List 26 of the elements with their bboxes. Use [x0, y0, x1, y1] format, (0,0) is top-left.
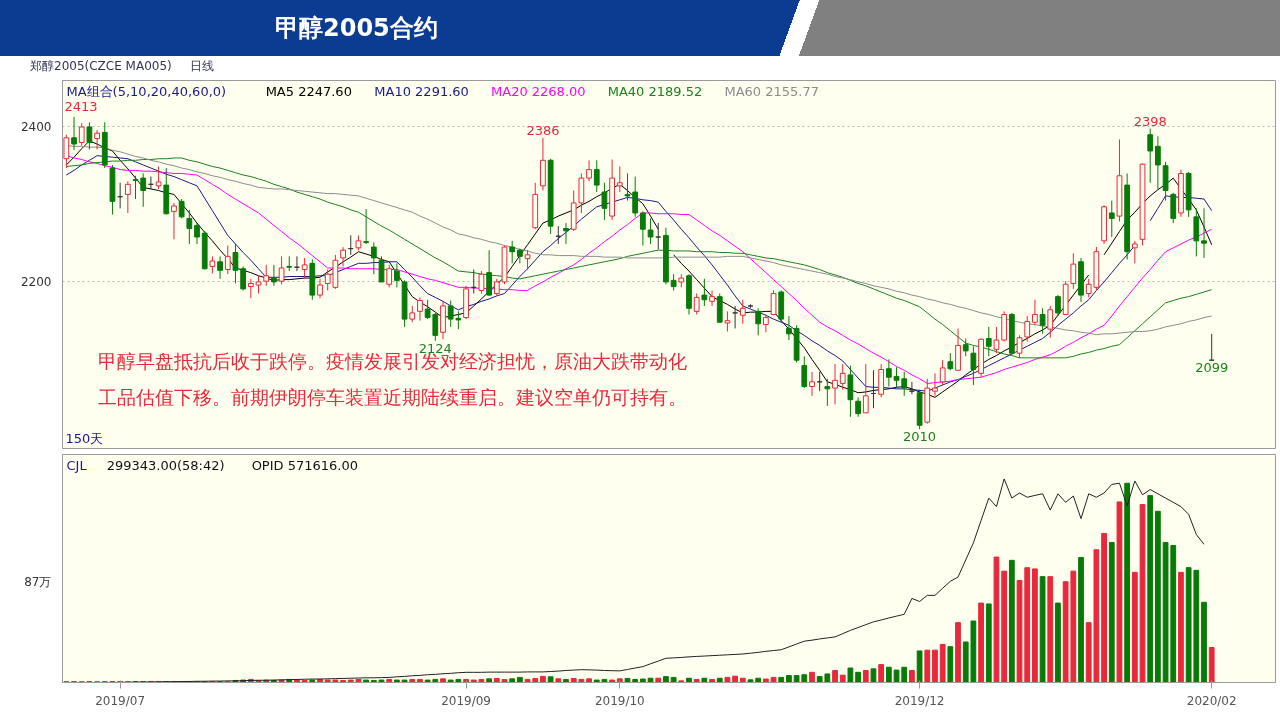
y-tick-label: 2400	[20, 120, 52, 135]
y-tick-label: 2200	[20, 275, 52, 290]
legend-title: MA组合(5,10,20,40,60,0)	[66, 83, 227, 99]
chart-subtitle: 郑醇2005(CZCE MA005)	[30, 59, 172, 73]
annotation: 2398	[1133, 113, 1167, 129]
annotation: 150天	[65, 430, 104, 446]
x-tick-label: 2019/09	[441, 693, 491, 708]
annotation: 2010	[903, 429, 937, 445]
x-tick-label: 2019/07	[95, 693, 146, 708]
chart-title: 甲醇2005合约	[0, 0, 1280, 56]
text: 日线	[189, 59, 214, 73]
text: MA20 2268.00	[491, 83, 586, 99]
text: 299343.00(58:42)	[106, 457, 225, 473]
text: MA60 2155.77	[724, 83, 820, 99]
x-tick-label: 2020/02	[1186, 693, 1237, 708]
text: MA40 2189.52	[607, 83, 703, 99]
annotation: 2099	[1195, 360, 1229, 376]
x-tick-label: 2019/10	[594, 693, 645, 708]
x-tick-label: 2019/12	[894, 693, 945, 708]
annotation: 2413	[64, 98, 98, 114]
text: CJL	[66, 457, 88, 473]
text: MA10 2291.60	[374, 83, 469, 99]
text: 87万	[24, 575, 52, 590]
annotation: 2386	[526, 122, 560, 138]
text: OPID 571616.00	[251, 457, 358, 473]
text: MA5 2247.60	[265, 83, 352, 99]
